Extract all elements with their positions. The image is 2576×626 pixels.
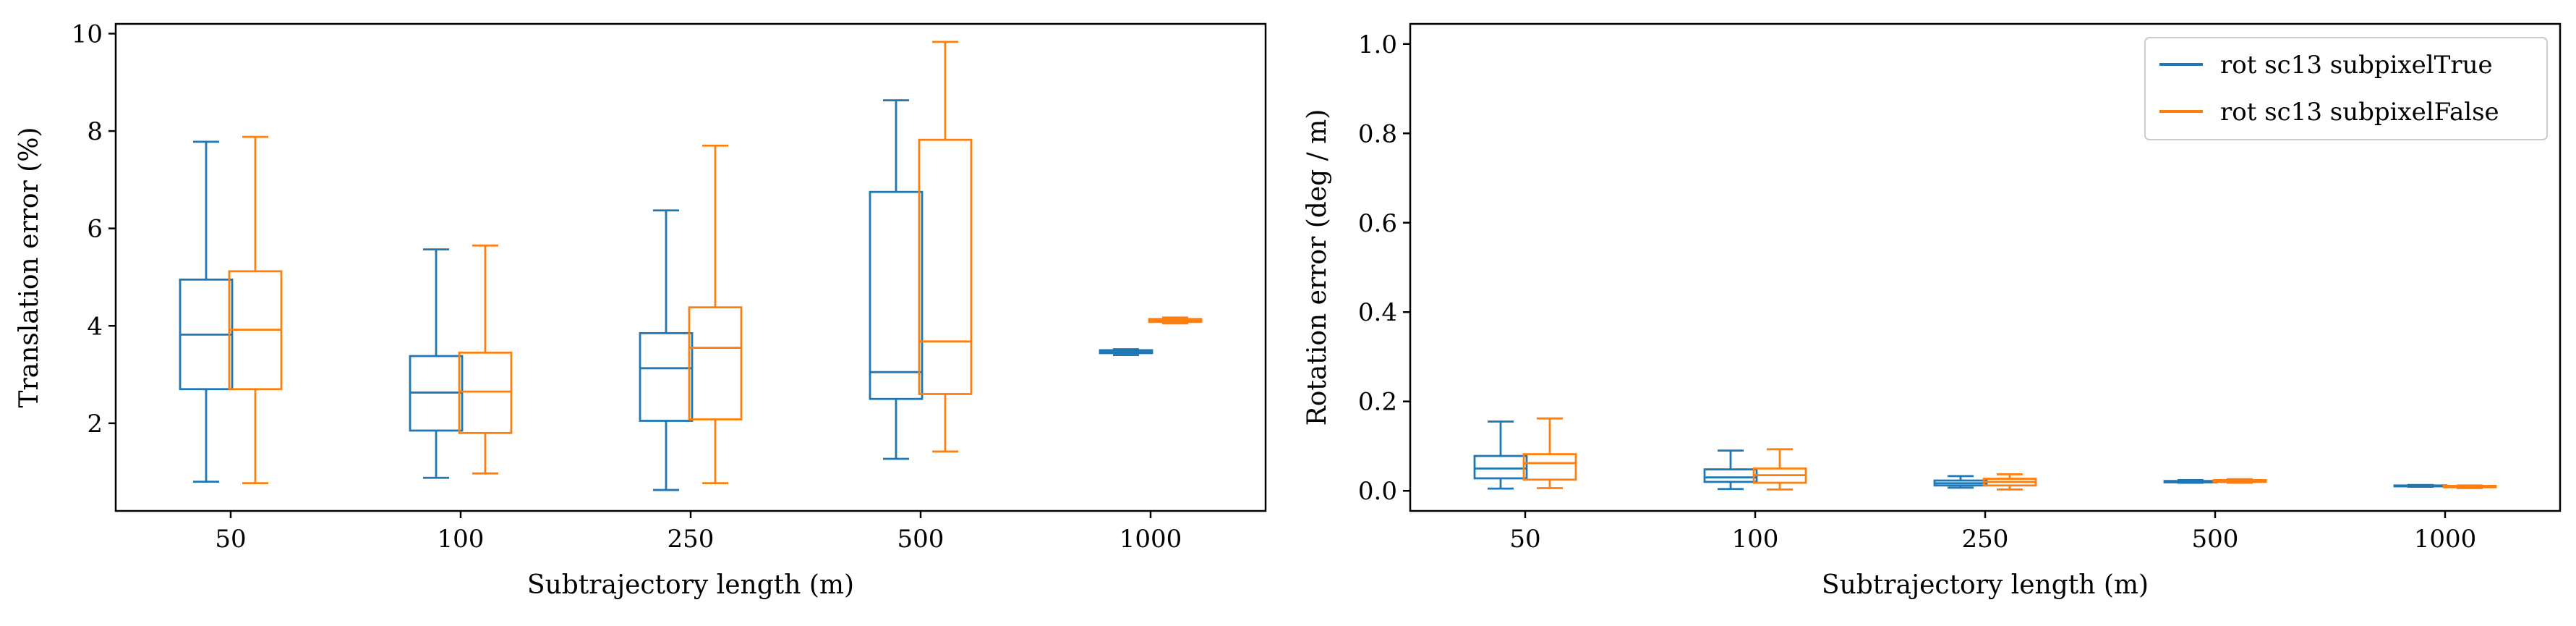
x-tick-label: 500 — [897, 525, 944, 554]
box-subpixel-true — [409, 248, 464, 479]
y-tick-label: 1.0 — [1358, 30, 1397, 59]
y-tick-label: 4 — [87, 312, 103, 341]
box-subpixel-true — [179, 140, 234, 483]
legend-label-subpixel-true: rot sc13 subpixelTrue — [2220, 51, 2493, 80]
x-tick-label: 50 — [215, 525, 246, 554]
box-iqr — [458, 351, 513, 434]
x-tick-label: 250 — [668, 525, 715, 554]
y-tick-label: 0.2 — [1358, 388, 1397, 417]
y-tick-label: 0.6 — [1358, 209, 1397, 238]
box-subpixel-false — [2442, 484, 2497, 489]
y-tick-label: 2 — [87, 410, 103, 439]
box-subpixel-false — [1752, 448, 1807, 491]
y-tick-label: 0.4 — [1358, 298, 1397, 327]
box-subpixel-true — [1099, 348, 1153, 357]
box-subpixel-false — [1148, 316, 1203, 325]
box-subpixel-false — [918, 41, 973, 453]
x-tick-label: 1000 — [2414, 525, 2477, 554]
y-tick-label: 0.0 — [1358, 477, 1397, 506]
box-subpixel-true — [1933, 475, 1988, 489]
box-iqr — [688, 306, 743, 420]
y-tick-label: 6 — [87, 215, 103, 244]
box-subpixel-false — [688, 144, 743, 485]
x-tick-label: 250 — [1962, 525, 2009, 554]
box-subpixel-true — [639, 209, 694, 491]
x-tick-label: 500 — [2192, 525, 2239, 554]
translation-error-panel: 2 4 6 8 10 50 100 250 500 1000 Subtrajectory len… — [14, 20, 1267, 600]
box-subpixel-true — [1473, 420, 1528, 490]
box-subpixel-true — [869, 99, 924, 460]
y-tick-label: 10 — [72, 20, 103, 48]
rotation-error-panel: 0.0 0.2 0.4 0.6 0.8 1.0 50 100 250 500 1000 Subtr… — [1302, 22, 2562, 600]
legend-label-subpixel-false: rot sc13 subpixelFalse — [2220, 98, 2499, 127]
y-tick-label: 8 — [87, 117, 103, 146]
right-x-axis-label: Subtrajectory length (m) — [1822, 570, 2149, 600]
x-tick-label: 100 — [1732, 525, 1779, 554]
box-iqr — [1522, 453, 1577, 481]
box-iqr — [869, 190, 924, 400]
x-tick-label: 1000 — [1119, 525, 1182, 554]
x-tick-label: 50 — [1509, 525, 1540, 554]
box-subpixel-false — [458, 244, 513, 475]
box-subpixel-true — [2393, 483, 2448, 488]
legend-box — [2144, 37, 2548, 140]
left-x-axis-label: Subtrajectory length (m) — [527, 570, 854, 600]
left-y-axis-label: Translation error (%) — [14, 127, 44, 408]
box-iqr — [639, 331, 694, 422]
box-subpixel-false — [1522, 417, 1577, 489]
box-iqr — [1473, 454, 1528, 480]
box-subpixel-false — [1982, 473, 2037, 491]
legend: rot sc13 subpixelTrue rot sc13 subpixelF… — [2144, 37, 2548, 140]
box-iqr — [918, 138, 973, 395]
box-subpixel-false — [2212, 478, 2267, 484]
box-subpixel-false — [228, 135, 283, 485]
right-y-axis-label: Rotation error (deg / m) — [1302, 109, 1332, 426]
box-subpixel-true — [2163, 478, 2218, 484]
y-tick-label: 0.8 — [1358, 119, 1397, 148]
x-tick-label: 100 — [438, 525, 485, 554]
